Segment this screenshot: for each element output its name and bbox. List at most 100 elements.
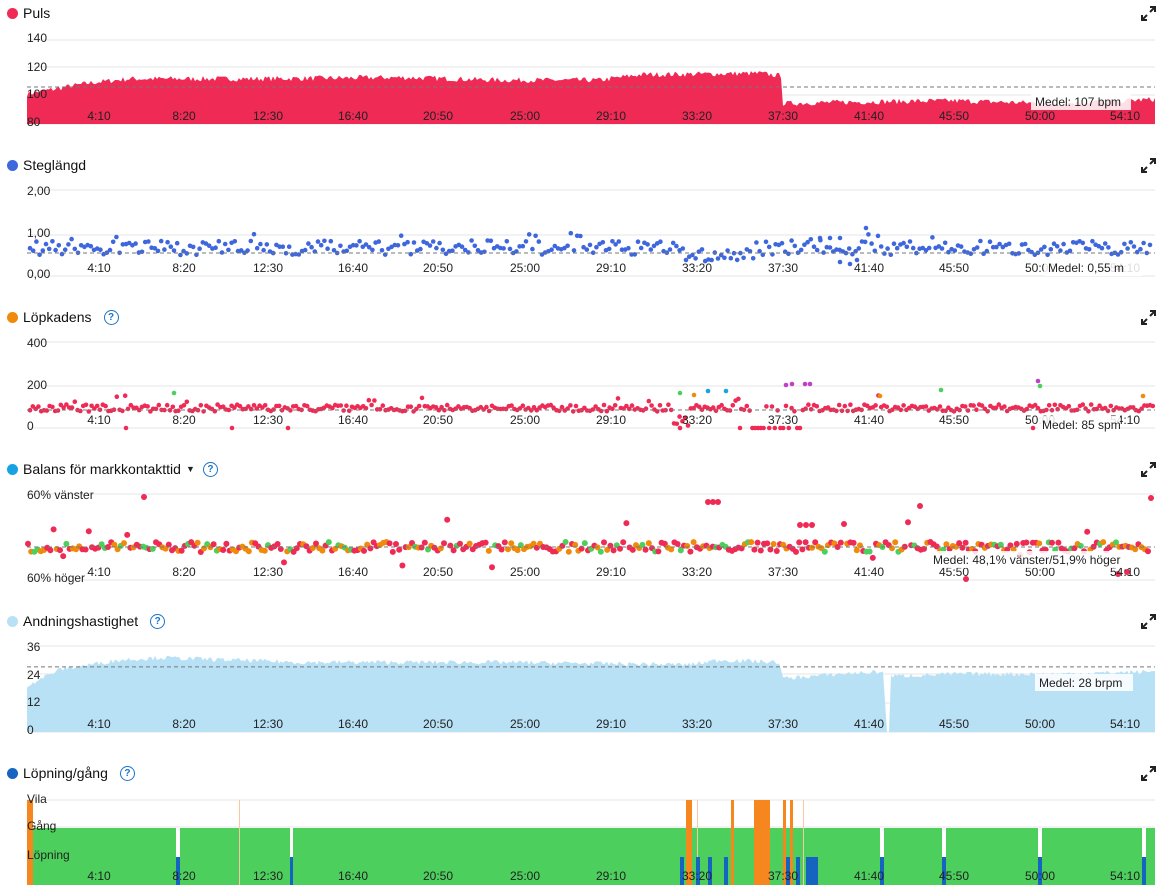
steglangd-point [610, 239, 615, 244]
lopning-chart[interactable]: Vila Gång Löpning 4:10 8:20 12:30 16:40 20:50 25… [0, 760, 1169, 895]
balans-point [1013, 540, 1020, 547]
steglangd-point [658, 239, 663, 244]
steglangd-point [738, 250, 743, 256]
steglangd-point [926, 245, 932, 251]
rest-band [690, 800, 692, 885]
lopkadens-point [730, 403, 736, 408]
lopkadens-point [36, 404, 41, 409]
expand-icon[interactable] [1141, 158, 1156, 173]
lopkadens-point [842, 403, 848, 409]
steglangd-point [616, 239, 622, 244]
balans-point [82, 546, 89, 553]
lopkadens-point [780, 425, 786, 431]
x-tick-label: 50:00 [1025, 717, 1055, 731]
lopkadens-point [220, 404, 226, 409]
x-tick-label: 29:10 [596, 869, 626, 883]
steglangd-point [1067, 248, 1073, 254]
lopkadens-point [898, 407, 904, 413]
balans-point [572, 541, 579, 548]
steglangd-point [296, 252, 302, 257]
caret-down-icon[interactable]: ▼ [185, 464, 195, 474]
x-tick-label: 50:00 [1025, 869, 1055, 883]
balans-point [597, 548, 604, 555]
help-icon[interactable]: ? [119, 765, 135, 781]
steglangd-point [50, 239, 55, 244]
expand-icon[interactable] [1141, 462, 1156, 477]
balans-point [677, 547, 684, 554]
rest-band-light [239, 800, 240, 885]
lopkadens-point [769, 404, 775, 409]
steglangd-point [578, 233, 583, 239]
steglangd-point [1141, 240, 1146, 246]
x-tick-label: 29:10 [596, 413, 626, 427]
lopkadens-chart[interactable]: 400 200 0 4:10 8:20 12:30 16:40 20:50 25:00 29:10… [0, 304, 1169, 456]
steglangd-chart[interactable]: 2,00 1,00 0,00 4:10 8:20 12:30 16:40 20:50 25:00… [0, 152, 1169, 304]
balans-point [437, 545, 444, 552]
mean-label: Medel: 48,1% vänster/51,9% höger [933, 553, 1120, 567]
run-band [724, 857, 728, 885]
balans-point [319, 547, 326, 554]
steglangd-point [238, 248, 244, 253]
expand-icon[interactable] [1141, 6, 1156, 21]
lopkadens-point [232, 405, 237, 410]
balans-panel: 60% vänster 60% höger 4:10 8:20 12:30 16:40 20… [0, 456, 1169, 608]
steglangd-point [219, 250, 225, 255]
steglangd-point [450, 248, 455, 253]
lopkadens-point [1037, 383, 1043, 389]
steglangd-point [434, 245, 439, 251]
lopkadens-point [402, 408, 408, 414]
lopkadens-panel: 400 200 0 4:10 8:20 12:30 16:40 20:50 25:00 29:10… [0, 304, 1169, 456]
andning-legend-dot [7, 615, 18, 627]
steglangd-point [779, 240, 785, 246]
steglangd-title: Steglängd [7, 156, 86, 174]
steglangd-point [411, 240, 417, 245]
lopkadens-point [94, 403, 100, 409]
help-icon[interactable]: ? [103, 309, 119, 325]
balans-point [841, 521, 847, 527]
run-band [786, 857, 790, 885]
help-icon[interactable]: ? [150, 613, 166, 629]
help-icon[interactable]: ? [202, 461, 218, 477]
lopkadens-point [590, 407, 596, 412]
lopkadens-point [288, 408, 293, 413]
balans-point [642, 546, 649, 553]
lopkadens-point [786, 425, 792, 431]
expand-icon[interactable] [1141, 766, 1156, 781]
x-tick-label: 8:20 [172, 261, 196, 275]
steglangd-point [1048, 247, 1054, 252]
balans-point [933, 543, 940, 550]
x-tick-label: 20:50 [423, 109, 453, 123]
y-tick-label: 60% höger [27, 571, 85, 585]
steglangd-point [786, 251, 791, 257]
balans-point [767, 546, 774, 553]
y-tick-label: 200 [27, 378, 47, 392]
puls-chart[interactable]: 140 120 100 80 4:10 8:20 12:30 16:40 20:50 25:00 2… [0, 0, 1169, 152]
run-band [680, 857, 684, 885]
x-tick-label: 45:50 [939, 717, 969, 731]
x-tick-label: 29:10 [596, 717, 626, 731]
lopkadens-point [737, 425, 743, 431]
steglangd-point [213, 245, 218, 250]
lopkadens-point [848, 402, 853, 407]
mean-label-bg [1035, 674, 1133, 691]
steglangd-point [632, 252, 638, 257]
balans-point [629, 546, 636, 553]
andning-chart[interactable]: 36 24 12 0 4:10 8:20 12:30 16:40 20:50 25:00 29:10… [0, 608, 1169, 760]
balans-point [485, 547, 492, 554]
balans-chart[interactable]: 60% vänster 60% höger 4:10 8:20 12:30 16:40 20… [0, 456, 1169, 608]
x-tick-label: 29:10 [596, 261, 626, 275]
expand-icon[interactable] [1141, 614, 1156, 629]
steglangd-point [760, 252, 766, 258]
y-tick-label: 100 [27, 87, 47, 101]
expand-icon[interactable] [1141, 310, 1156, 325]
steglangd-point [168, 244, 174, 249]
steglangd-point [984, 248, 990, 254]
steglangd-point [1061, 241, 1066, 247]
lopkadens-point [996, 402, 1002, 407]
balans-point [220, 547, 227, 553]
steglangd-point [523, 239, 529, 244]
lopkadens-point [1140, 393, 1146, 399]
x-tick-label: 16:40 [338, 869, 368, 883]
balans-point [796, 539, 803, 546]
balans-point [645, 540, 652, 547]
